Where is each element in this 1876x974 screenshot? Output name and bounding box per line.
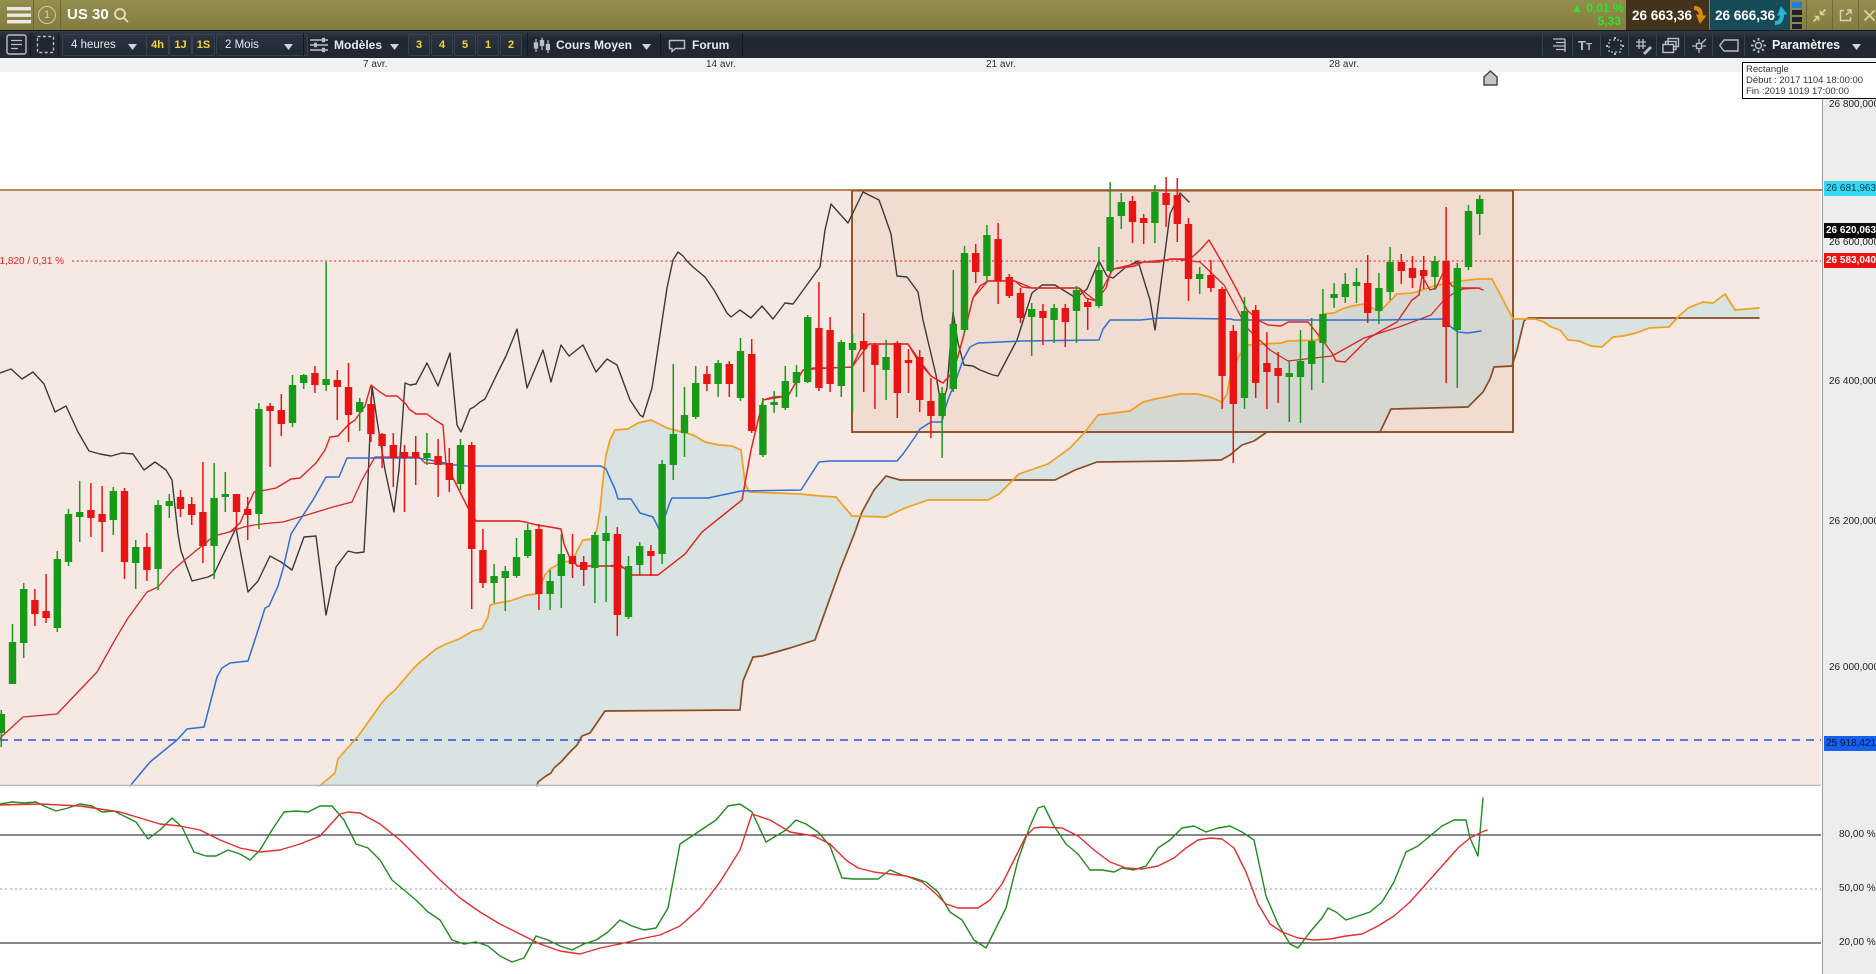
svg-text:61,820 / 0,31 %: 61,820 / 0,31 % <box>0 256 64 267</box>
